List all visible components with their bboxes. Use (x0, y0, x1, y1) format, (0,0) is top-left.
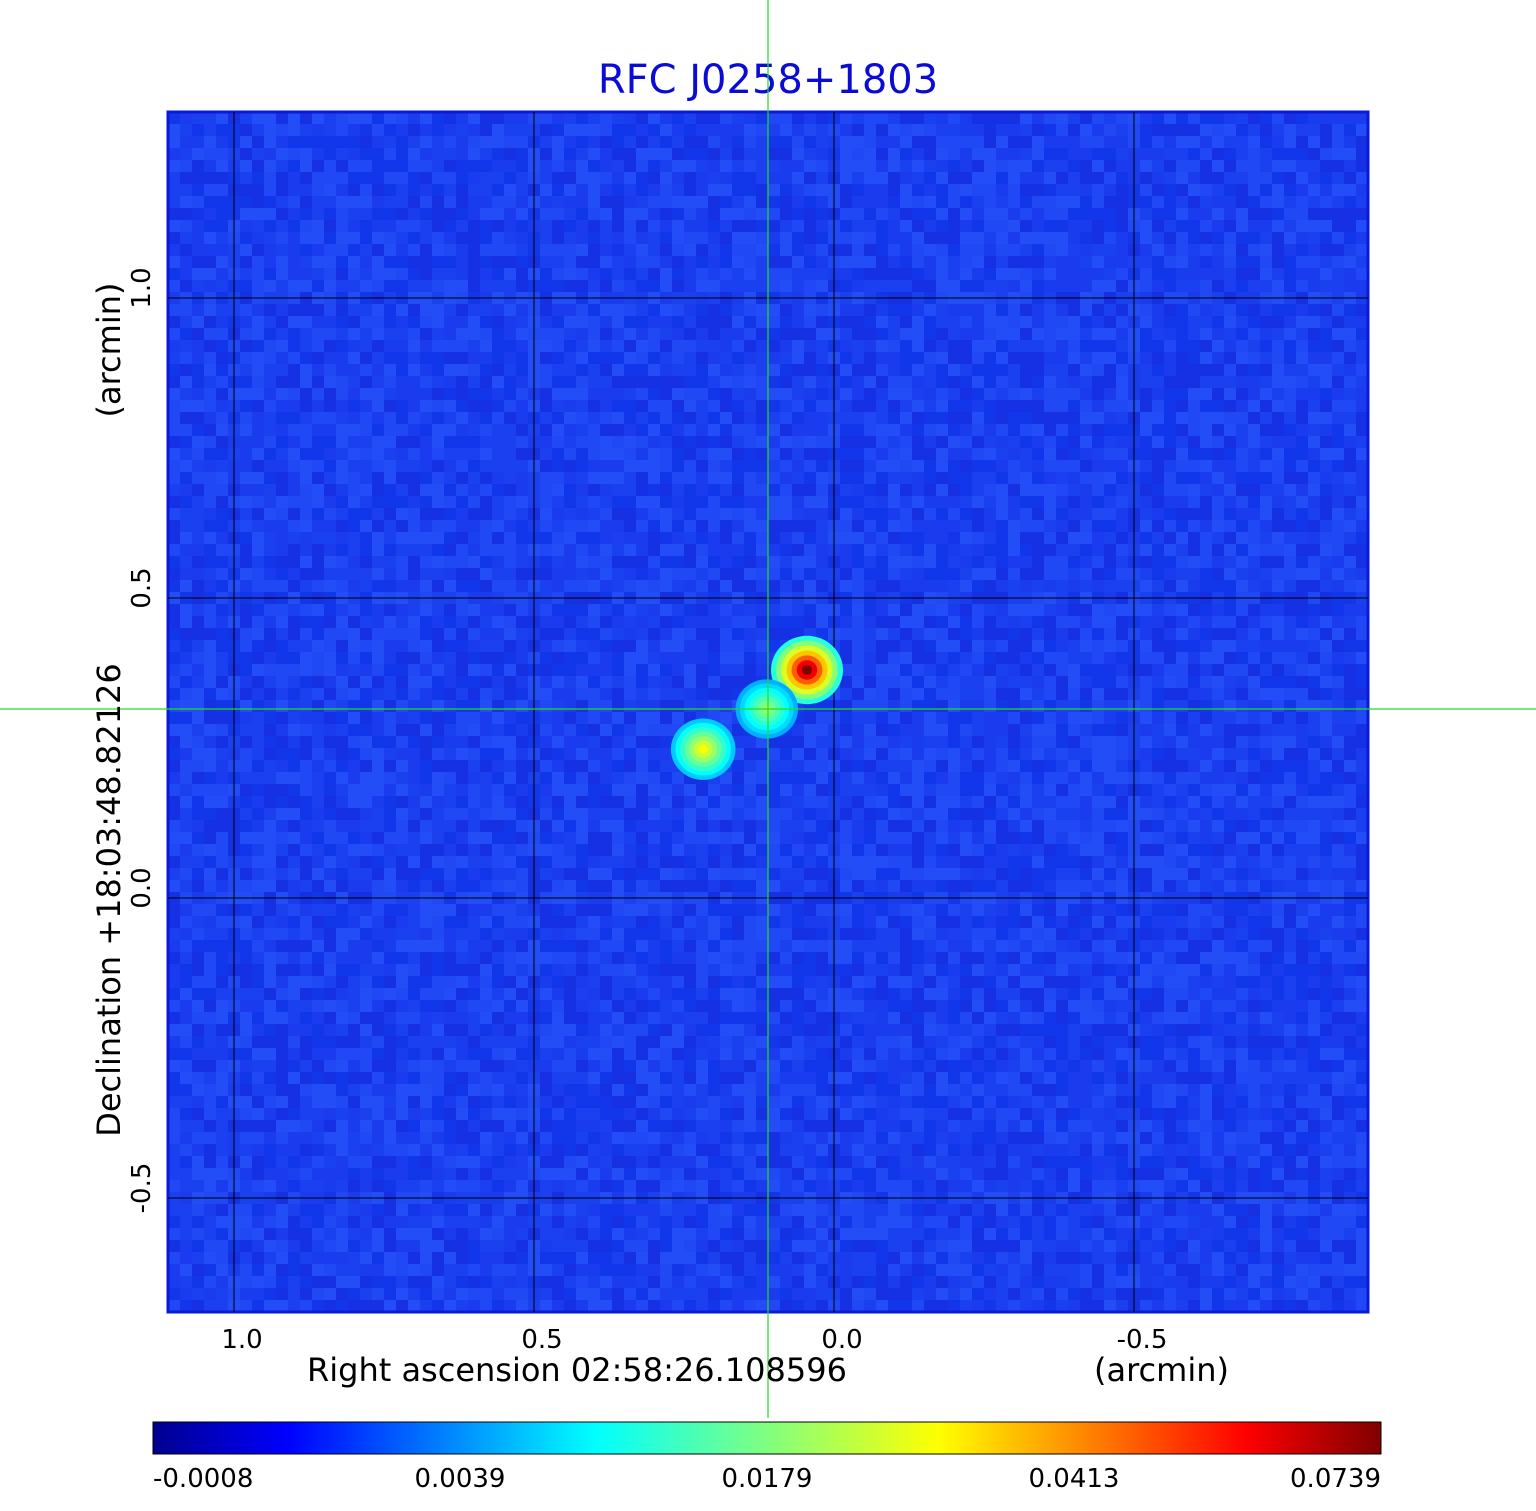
source-components (670, 635, 843, 780)
colorbar-ticks: -0.0008 0.0039 0.0179 0.0413 0.0739 (153, 1464, 1381, 1494)
colorbar (152, 1421, 1382, 1455)
colorbar-tick-label: 0.0413 (1029, 1464, 1120, 1494)
y-axis-label: Declination +18:03:48.82126 (90, 663, 128, 1137)
source-component (670, 718, 736, 780)
source-component (771, 635, 843, 705)
x-tick-label: -0.5 (1117, 1325, 1168, 1355)
x-axis-label: Right ascension 02:58:26.108596 (307, 1351, 847, 1389)
x-tick-label: 0.0 (821, 1325, 862, 1355)
y-tick-label: 0.5 (127, 567, 157, 608)
y-tick-label: 1.0 (127, 267, 157, 308)
y-tick-label: 0.0 (127, 867, 157, 908)
x-tick-label: 1.0 (221, 1325, 262, 1355)
y-tick-label: -0.5 (127, 1163, 157, 1214)
colorbar-tick-label: 0.0179 (722, 1464, 813, 1494)
x-tick-label: 0.5 (521, 1325, 562, 1355)
y-axis-ticks: 1.0 0.5 0.0 -0.5 (127, 267, 157, 1213)
colorbar-tick-label: -0.0008 (153, 1464, 253, 1494)
y-axis-unit: (arcmin) (90, 283, 128, 418)
colorbar-tick-label: 0.0039 (415, 1464, 506, 1494)
noise-texture (168, 112, 1368, 1312)
colorbar-tick-label: 0.0739 (1290, 1464, 1381, 1494)
crosshair (0, 0, 1536, 1418)
x-axis-ticks: 1.0 0.5 0.0 -0.5 (221, 1325, 1167, 1355)
x-axis-unit: (arcmin) (1094, 1351, 1229, 1389)
